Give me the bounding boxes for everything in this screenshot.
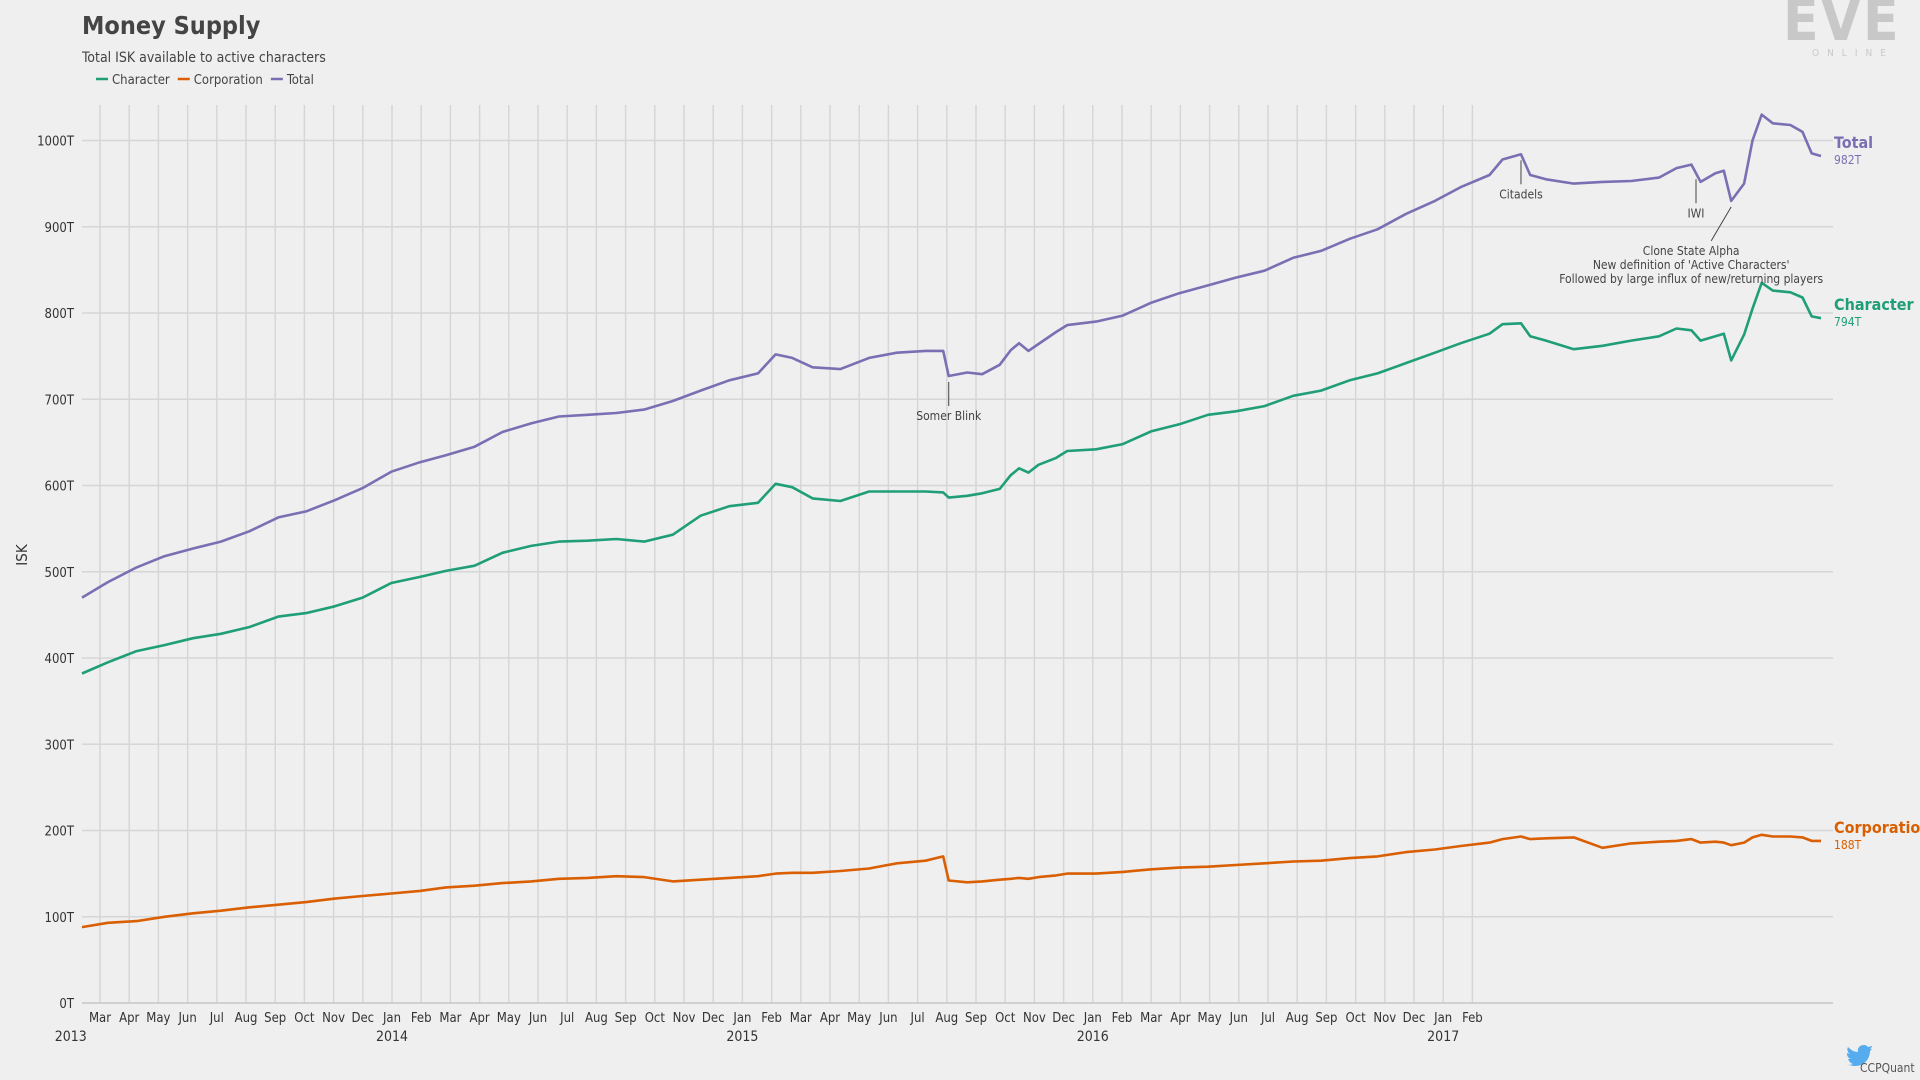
- y-axis-label: ISK: [13, 543, 31, 566]
- x-tick-label: Nov: [322, 1011, 345, 1026]
- x-tick-label: Jan: [382, 1011, 401, 1026]
- x-tick-label: Oct: [645, 1011, 666, 1026]
- series-line-total: [81, 113, 1822, 599]
- y-tick-label: 200T: [45, 825, 75, 840]
- x-tick-label: Sep: [1315, 1011, 1337, 1026]
- x-tick-label: Oct: [294, 1011, 315, 1026]
- y-tick-label: 600T: [45, 480, 75, 495]
- x-tick-label: Nov: [1373, 1011, 1396, 1026]
- x-tick-label: Jun: [528, 1011, 547, 1026]
- legend-entry: Character: [112, 73, 170, 88]
- legend-entry: Corporation: [194, 73, 263, 88]
- end-label-name: Corporation: [1834, 818, 1920, 837]
- x-tick-label: Oct: [1345, 1011, 1366, 1026]
- x-tick-label: Jun: [1229, 1011, 1248, 1026]
- x-tick-label: Jul: [1260, 1011, 1275, 1026]
- x-tick-label: Dec: [702, 1011, 725, 1026]
- x-year-label: 2013: [55, 1029, 87, 1045]
- credit-text: CCPQuant: [1860, 1061, 1915, 1075]
- x-tick-label: Feb: [1112, 1011, 1133, 1026]
- x-tick-label: Feb: [761, 1011, 782, 1026]
- series-lines: [81, 113, 1822, 929]
- grid: [82, 105, 1833, 1004]
- x-tick-label: Aug: [585, 1011, 608, 1026]
- x-tick-label: Sep: [615, 1011, 637, 1026]
- x-tick-label: Mar: [790, 1011, 812, 1026]
- annotation-text: IWI: [1687, 206, 1704, 220]
- x-tick-label: Jul: [209, 1011, 224, 1026]
- y-tick-label: 400T: [45, 652, 75, 667]
- x-tick-label: Dec: [1052, 1011, 1075, 1026]
- x-tick-label: Dec: [1403, 1011, 1426, 1026]
- y-tick-label: 800T: [45, 307, 75, 322]
- chart-title: Money Supply: [82, 11, 261, 40]
- annotation-text: Citadels: [1499, 187, 1543, 201]
- x-tick-label: Feb: [1462, 1011, 1483, 1026]
- annotation-pointer: [1710, 206, 1732, 242]
- x-tick-label: May: [1198, 1011, 1222, 1026]
- x-tick-label: Mar: [89, 1011, 111, 1026]
- logo-text: EVE: [1783, 0, 1901, 54]
- legend: Character Corporation Total: [96, 73, 314, 88]
- x-tick-label: Aug: [935, 1011, 958, 1026]
- axes: 0T 100T 200T 300T 400T 500T 600T 700T 800T 900T 10…: [37, 135, 1833, 1045]
- eve-online-logo: EVE ONLINE: [1783, 0, 1901, 59]
- x-tick-label: Feb: [411, 1011, 432, 1026]
- x-tick-label: Mar: [1140, 1011, 1162, 1026]
- x-tick-label: Jul: [910, 1011, 925, 1026]
- x-tick-label: Apr: [1170, 1011, 1190, 1026]
- x-tick-label: Jun: [177, 1011, 196, 1026]
- x-year-label: 2014: [376, 1029, 408, 1045]
- chart-subtitle: Total ISK available to active characters: [81, 50, 326, 66]
- logo-subtext: ONLINE: [1812, 48, 1894, 59]
- twitter-bird-icon: [1846, 1045, 1873, 1066]
- x-tick-label: Jul: [559, 1011, 574, 1026]
- x-tick-label: Aug: [1286, 1011, 1309, 1026]
- y-tick-label: 700T: [45, 393, 75, 408]
- end-label-value: 982T: [1834, 153, 1862, 167]
- x-year-label: 2016: [1077, 1029, 1109, 1045]
- x-tick-label: May: [847, 1011, 871, 1026]
- end-label-value: 188T: [1834, 838, 1862, 852]
- series-line-character: [81, 281, 1822, 675]
- credit: CCPQuant: [1846, 1045, 1915, 1075]
- x-tick-label: May: [497, 1011, 521, 1026]
- x-tick-label: Apr: [469, 1011, 489, 1026]
- y-tick-label: 900T: [45, 221, 75, 236]
- x-tick-label: Nov: [1023, 1011, 1046, 1026]
- x-tick-label: Sep: [965, 1011, 987, 1026]
- annotation-text: New definition of 'Active Characters': [1593, 258, 1790, 272]
- x-year-label: 2015: [726, 1029, 758, 1045]
- annotation-text: Somer Blink: [916, 409, 982, 423]
- x-tick-label: Dec: [351, 1011, 374, 1026]
- x-tick-label: Mar: [439, 1011, 461, 1026]
- x-year-label: 2017: [1427, 1029, 1459, 1045]
- x-tick-label: Jun: [878, 1011, 897, 1026]
- annotations: Somer Blink Citadels IWI Clone State AlphaN…: [916, 160, 1824, 423]
- end-label-value: 794T: [1834, 315, 1862, 329]
- end-label-name: Character: [1834, 295, 1915, 314]
- x-tick-label: Jan: [1083, 1011, 1102, 1026]
- x-tick-label: Apr: [119, 1011, 139, 1026]
- x-tick-label: Sep: [264, 1011, 286, 1026]
- series-line-corporation: [81, 833, 1821, 929]
- x-tick-label: Jan: [732, 1011, 751, 1026]
- end-label-name: Total: [1834, 133, 1873, 152]
- y-tick-label: 500T: [45, 566, 75, 581]
- x-tick-label: Oct: [995, 1011, 1016, 1026]
- y-tick-label: 0T: [59, 997, 74, 1012]
- y-tick-label: 100T: [45, 911, 75, 926]
- y-tick-label: 300T: [45, 738, 75, 753]
- legend-entry: Total: [286, 73, 314, 88]
- annotation-text: Followed by large influx of new/returnin…: [1559, 272, 1823, 286]
- x-tick-label: May: [146, 1011, 170, 1026]
- annotation-text: Clone State Alpha: [1643, 244, 1740, 258]
- y-tick-label: 1000T: [37, 135, 75, 150]
- x-tick-label: Aug: [235, 1011, 258, 1026]
- x-tick-label: Apr: [820, 1011, 840, 1026]
- x-tick-label: Jan: [1433, 1011, 1452, 1026]
- x-tick-label: Nov: [673, 1011, 696, 1026]
